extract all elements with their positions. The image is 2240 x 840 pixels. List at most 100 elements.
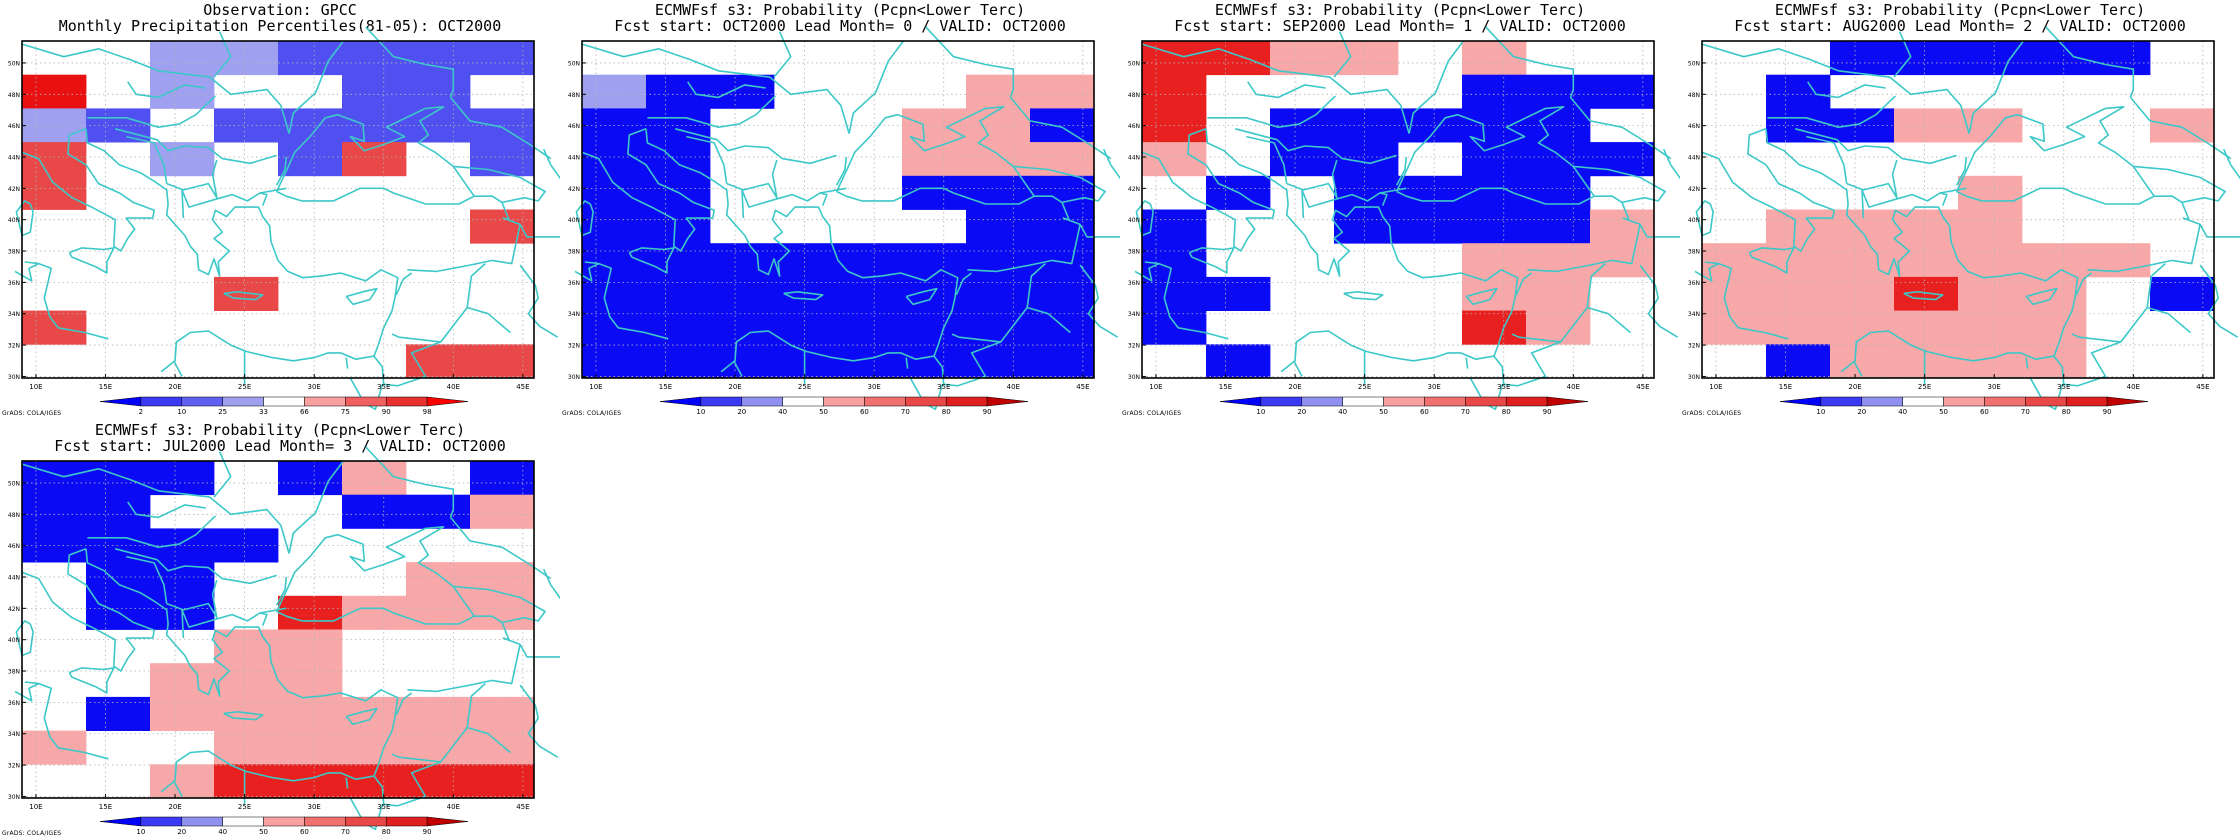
- shaded-cell: [1526, 276, 1591, 311]
- y-tick-label: 32N: [568, 343, 580, 350]
- y-tick-label: 40N: [568, 217, 580, 224]
- colorbar-label: 10: [1816, 408, 1825, 416]
- y-tick-label: 30N: [8, 794, 20, 801]
- shaded-cell: [1766, 74, 1831, 109]
- colorbar-swatch: [1219, 396, 1262, 407]
- shaded-cell: [470, 696, 535, 731]
- shaded-cell: [646, 209, 711, 244]
- coastline: [1009, 96, 1112, 160]
- shaded-cell: [2150, 108, 2215, 143]
- shaded-cell: [1270, 108, 1335, 143]
- coastline: [574, 262, 600, 282]
- shaded-cell: [582, 344, 647, 379]
- shaded-cell: [214, 730, 279, 765]
- shaded-cell: [1206, 344, 1271, 379]
- shaded-cell: [1958, 310, 2023, 345]
- y-tick-label: 50N: [8, 60, 20, 67]
- grads-credit: GrADS: COLA/IGES: [562, 410, 622, 417]
- shaded-cell: [1894, 243, 1959, 278]
- shaded-cell: [406, 494, 471, 529]
- shaded-cell: [278, 595, 343, 630]
- colorbar-label: 50: [259, 828, 268, 836]
- x-tick-label: 20E: [1848, 383, 1861, 391]
- colorbar-label: 90: [2103, 408, 2112, 416]
- x-tick-label: 25E: [1358, 383, 1371, 391]
- shaded-cell: [1830, 108, 1895, 143]
- shaded-cell: [86, 696, 151, 731]
- shaded-cell: [1206, 276, 1271, 311]
- colorbar-label: 25: [218, 408, 227, 416]
- shaded-cell: [1766, 310, 1831, 345]
- coastline: [345, 357, 349, 369]
- colorbar-swatch: [1943, 396, 1985, 407]
- coastline: [466, 306, 511, 334]
- y-tick-label: 50N: [1688, 60, 1700, 67]
- coastline: [395, 692, 413, 716]
- shaded-cell: [406, 764, 471, 799]
- colorbar-label: 33: [259, 408, 268, 416]
- coastline: [223, 711, 264, 721]
- shaded-cell: [406, 562, 471, 597]
- panel-title: ECMWFsf s3: Probability (Pcpn<Lower Terc…: [654, 1, 1026, 19]
- shaded-cell: [1830, 310, 1895, 345]
- shaded-cell: [214, 528, 279, 563]
- coastline: [581, 128, 715, 252]
- colorbar-swatch: [1779, 396, 1822, 407]
- colorbar-label: 90: [423, 828, 432, 836]
- coastline: [391, 683, 486, 763]
- coastline: [1852, 360, 1863, 377]
- colorbar-label: 10: [696, 408, 705, 416]
- coastline: [1807, 81, 1886, 99]
- coastline: [215, 607, 287, 622]
- coastline: [2133, 165, 2226, 204]
- shaded-cell: [86, 528, 151, 563]
- x-tick-label: 30E: [1428, 383, 1441, 391]
- panel-lead-month-3: ECMWFsf s3: Probability (Pcpn<Lower Terc…: [0, 420, 560, 840]
- coastline: [1188, 247, 1235, 274]
- shaded-cell: [1958, 209, 2023, 244]
- coastline: [1286, 159, 1338, 199]
- colorbar-label: 70: [1461, 408, 1470, 416]
- x-tick-label: 10E: [29, 383, 42, 391]
- shaded-cell: [22, 730, 87, 765]
- coastline: [114, 548, 277, 585]
- shaded-cell: [582, 175, 647, 210]
- colorbar-swatch: [99, 396, 142, 407]
- grads-credit: GrADS: COLA/IGES: [2, 830, 62, 837]
- y-tick-label: 38N: [8, 669, 20, 676]
- shaded-cell: [150, 461, 215, 496]
- colorbar-label: 80: [382, 828, 391, 836]
- y-tick-label: 42N: [568, 186, 580, 193]
- x-tick-label: 45E: [516, 383, 529, 391]
- colorbar-label: 75: [341, 408, 350, 416]
- coastline: [1465, 287, 1498, 306]
- shaded-cell: [22, 175, 87, 210]
- shaded-cell: [1526, 142, 1591, 177]
- coastline: [1621, 202, 1680, 238]
- shaded-cell: [1030, 310, 1095, 345]
- shaded-cell: [1142, 41, 1207, 76]
- y-tick-label: 48N: [568, 92, 580, 99]
- coastline: [14, 262, 40, 282]
- shaded-cell: [1462, 209, 1527, 244]
- x-tick-label: 25E: [238, 803, 251, 811]
- shaded-cell: [470, 209, 535, 244]
- shaded-cell: [1894, 344, 1959, 379]
- colorbar-label: 80: [1502, 408, 1511, 416]
- colorbar-swatch: [782, 396, 824, 407]
- shaded-cell: [1334, 108, 1399, 143]
- shaded-cell: [2086, 41, 2151, 76]
- colorbar-swatch: [1424, 396, 1466, 407]
- colorbar-label: 60: [860, 408, 869, 416]
- coastline: [967, 224, 1081, 273]
- colorbar-swatch: [385, 396, 428, 407]
- colorbar-label: 40: [778, 408, 787, 416]
- coastline: [2025, 287, 2058, 306]
- coastline: [127, 81, 206, 99]
- coastline: [1465, 357, 1469, 369]
- y-tick-label: 32N: [8, 343, 20, 350]
- coastline: [1301, 189, 1336, 219]
- shaded-cell: [646, 344, 711, 379]
- y-tick-label: 36N: [1688, 280, 1700, 287]
- coastline: [407, 224, 521, 273]
